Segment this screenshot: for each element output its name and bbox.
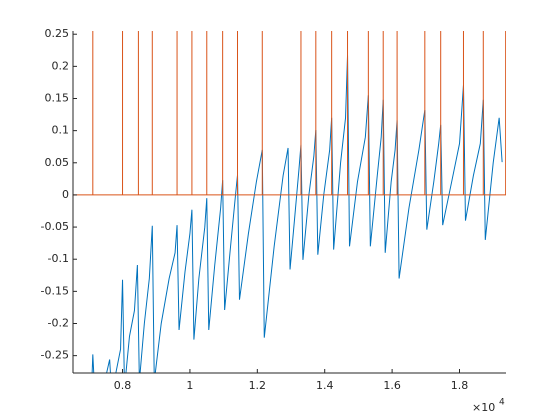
line-series — [91, 55, 503, 373]
x-multiplier: ×10 — [472, 401, 495, 414]
x-tick-label: 1 — [186, 379, 193, 392]
y-tick-label: -0.05 — [41, 220, 69, 233]
y-tick-label: -0.25 — [41, 349, 69, 362]
y-tick-label: -0.2 — [48, 317, 69, 330]
x-tick-label: 1.2 — [249, 379, 267, 392]
axes: -0.25 -0.2 -0.15 -0.1 -0.05 0 0.05 0.1 0.15 0.2 0.… — [41, 27, 506, 392]
x-tick-label: 1.6 — [383, 379, 401, 392]
y-tick-label: 0.2 — [52, 59, 70, 72]
y-tick-label: 0.1 — [52, 124, 70, 137]
y-tick-label: 0.15 — [45, 92, 70, 105]
x-tick-label: 1.4 — [316, 379, 334, 392]
x-tick-label: 0.8 — [114, 379, 132, 392]
y-tick-label: -0.1 — [48, 252, 69, 265]
y-tick-label: 0 — [62, 188, 69, 201]
x-multiplier-exponent: 4 — [499, 398, 505, 408]
y-tick-label: -0.15 — [41, 284, 69, 297]
y-tick-label: 0.05 — [45, 156, 70, 169]
y-tick-label: 0.25 — [45, 27, 70, 40]
x-tick-label: 1.8 — [451, 379, 469, 392]
plot-area — [73, 31, 506, 373]
